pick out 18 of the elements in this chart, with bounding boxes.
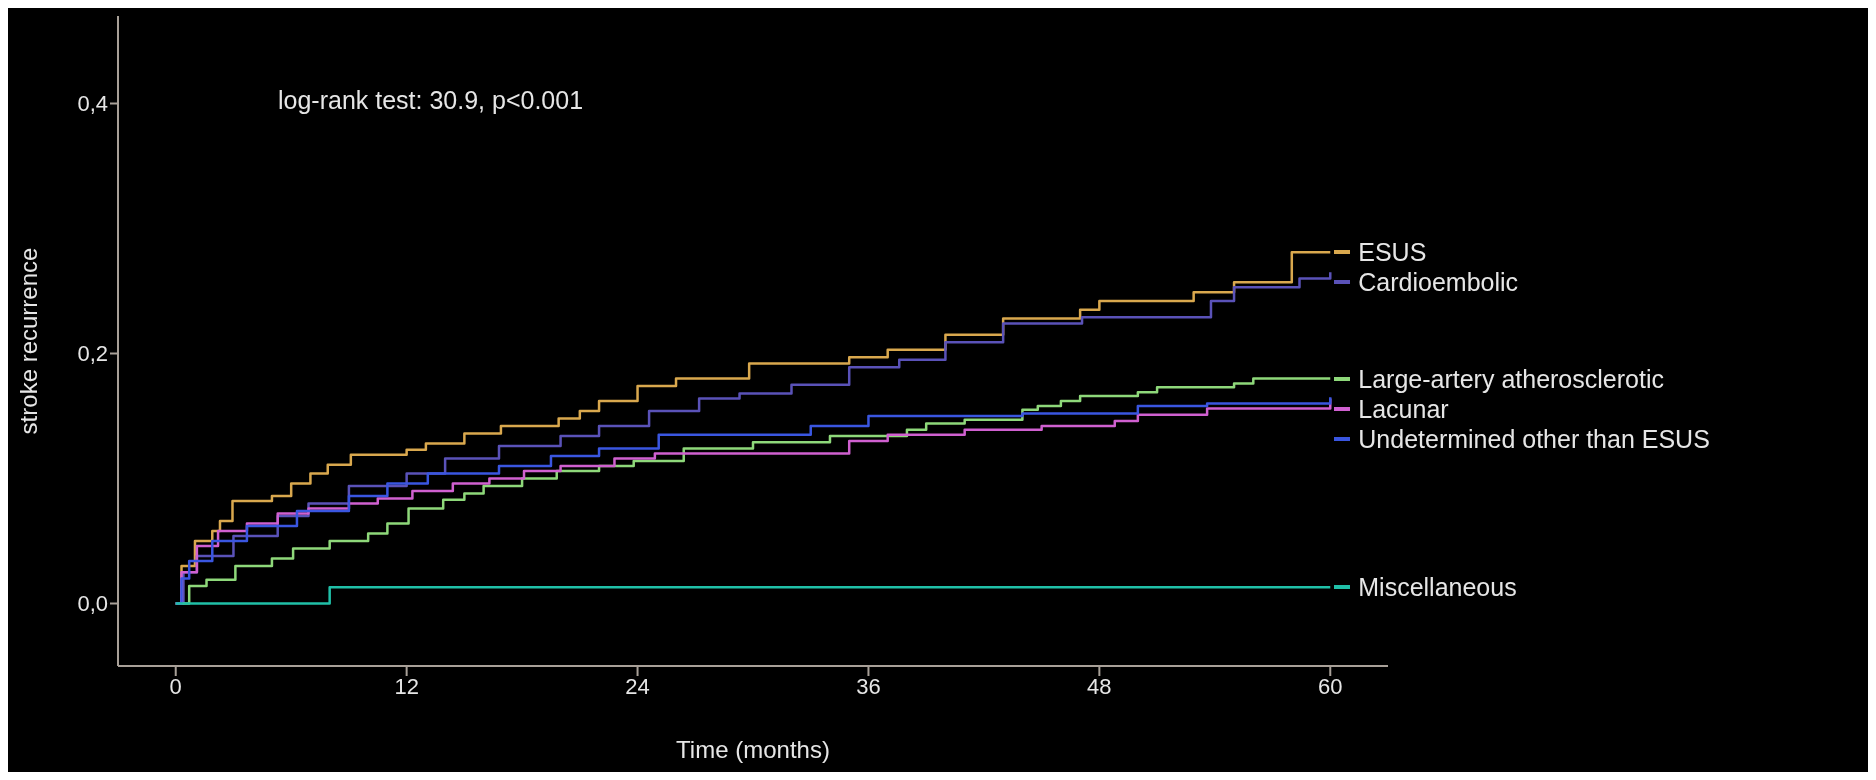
x-axis-title: Time (months)	[676, 736, 830, 763]
y-tick-label: 0,4	[77, 91, 108, 117]
x-tick-label: 12	[394, 673, 419, 699]
y-tick-label: 0,0	[77, 591, 108, 617]
annotation: log-rank test: 30.9, p<0.001	[278, 85, 584, 115]
x-tick-label: 36	[856, 673, 881, 699]
legend-label: Undetermined other than ESUS	[1358, 423, 1710, 454]
y-tick-label: 0,2	[77, 341, 108, 367]
legend-label: Cardioembolic	[1358, 267, 1519, 298]
x-tick-label: 24	[625, 673, 650, 699]
x-tick-label: 0	[169, 673, 182, 699]
legend-label: ESUS	[1358, 237, 1427, 268]
x-tick-label: 48	[1087, 673, 1112, 699]
y-axis-title: stroke recurrence	[14, 247, 42, 435]
x-tick-label: 60	[1318, 673, 1343, 699]
legend-label: Lacunar	[1358, 393, 1449, 424]
legend-label: Large-artery atherosclerotic	[1358, 363, 1664, 394]
legend-label: Miscellaneous	[1358, 572, 1517, 603]
